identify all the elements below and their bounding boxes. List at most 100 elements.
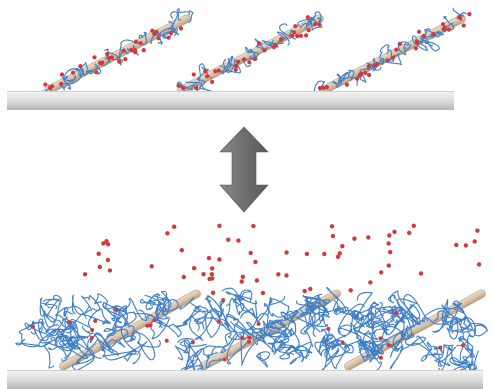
released-particle xyxy=(418,271,424,276)
polymer-coil xyxy=(295,301,321,333)
polymer-coil xyxy=(456,336,475,358)
particle xyxy=(93,318,98,323)
polymer-coil xyxy=(223,322,245,347)
polymer-coil xyxy=(369,324,407,350)
particle xyxy=(216,68,221,73)
particle xyxy=(367,72,372,78)
bottom-rods-group xyxy=(59,289,486,371)
released-particle xyxy=(226,237,231,242)
top-particles xyxy=(43,12,472,91)
polymer-coil xyxy=(261,39,279,48)
particle xyxy=(461,23,466,28)
particle xyxy=(152,31,157,37)
released-particle xyxy=(340,244,345,249)
polymer-coil xyxy=(331,73,350,85)
polymer-coil xyxy=(251,296,272,330)
released-particle xyxy=(97,264,103,270)
particle xyxy=(458,16,463,21)
polymer-coil xyxy=(234,289,252,316)
released-particle xyxy=(368,280,373,285)
polymer-coil xyxy=(300,323,317,348)
particle xyxy=(256,321,261,326)
particle xyxy=(386,343,391,348)
polymer-coil xyxy=(385,49,402,66)
polymer-coil xyxy=(139,298,168,306)
particle xyxy=(221,298,226,303)
polymer-coil xyxy=(69,335,89,346)
polymer-coil xyxy=(193,310,221,338)
polymer-coil xyxy=(189,316,213,342)
released-particle xyxy=(284,273,289,278)
polymer-coil xyxy=(43,342,73,369)
particle xyxy=(70,70,76,75)
particle xyxy=(394,47,399,52)
released-particle xyxy=(330,233,336,239)
polymer-coil xyxy=(27,321,49,342)
polymer-coil xyxy=(221,287,241,307)
polymer-coil xyxy=(324,333,354,360)
particle xyxy=(390,55,396,60)
particle xyxy=(257,41,262,46)
polymer-coil xyxy=(59,83,72,91)
particle xyxy=(378,336,383,341)
polymer-coil xyxy=(334,305,356,320)
particle xyxy=(92,55,97,60)
particle xyxy=(324,85,329,90)
particle xyxy=(359,71,364,76)
particle xyxy=(442,25,447,30)
released-particles xyxy=(82,223,482,296)
particle xyxy=(216,319,221,324)
released-particle xyxy=(476,262,482,267)
polymer-coil xyxy=(366,62,382,71)
polymer-coil xyxy=(123,341,148,365)
released-particle xyxy=(209,272,214,277)
released-particle xyxy=(276,272,281,277)
polymer-coil xyxy=(359,65,371,83)
polymer-coil xyxy=(260,320,293,338)
polymer-coil xyxy=(279,23,296,40)
polymer-coil xyxy=(201,342,231,358)
particle xyxy=(312,22,318,27)
polymer-coil xyxy=(196,63,213,80)
polymer-coil xyxy=(179,296,200,311)
released-particle xyxy=(217,223,222,228)
polymer-coil xyxy=(130,330,161,361)
particle xyxy=(59,81,64,86)
polymer-coil xyxy=(328,335,347,351)
polymer-coil xyxy=(122,297,148,321)
polymer-coil xyxy=(233,323,258,340)
released-particle xyxy=(352,236,357,241)
particle xyxy=(205,74,210,79)
released-particle xyxy=(335,254,341,259)
polymer-coil xyxy=(307,294,331,314)
polymer-coil xyxy=(347,69,361,86)
particle xyxy=(236,59,241,64)
polymer-coil xyxy=(239,291,258,322)
polymer-coil xyxy=(358,330,384,355)
polymer-coil xyxy=(358,340,380,363)
released-particle xyxy=(105,242,111,247)
particle xyxy=(123,57,128,62)
particle xyxy=(292,30,297,35)
released-particle xyxy=(240,274,246,279)
particle xyxy=(156,36,161,41)
polymer-coil xyxy=(256,351,271,368)
particle xyxy=(293,24,298,29)
particle xyxy=(59,72,65,77)
released-particle xyxy=(387,233,392,238)
particle xyxy=(306,28,311,33)
polymer-coil xyxy=(466,319,489,337)
polymer-coil xyxy=(449,318,475,333)
polymer-coil xyxy=(411,335,436,362)
particle xyxy=(30,324,35,329)
polymer-coil xyxy=(353,311,375,329)
polymer-coil xyxy=(353,291,380,320)
polymer-coil xyxy=(85,63,102,75)
particle xyxy=(178,26,184,31)
polymer-coil xyxy=(39,297,60,319)
particle xyxy=(190,340,195,345)
released-particle xyxy=(366,235,371,240)
particle xyxy=(240,335,245,340)
polymer-coil xyxy=(71,337,99,372)
polymer-coil xyxy=(263,295,290,318)
